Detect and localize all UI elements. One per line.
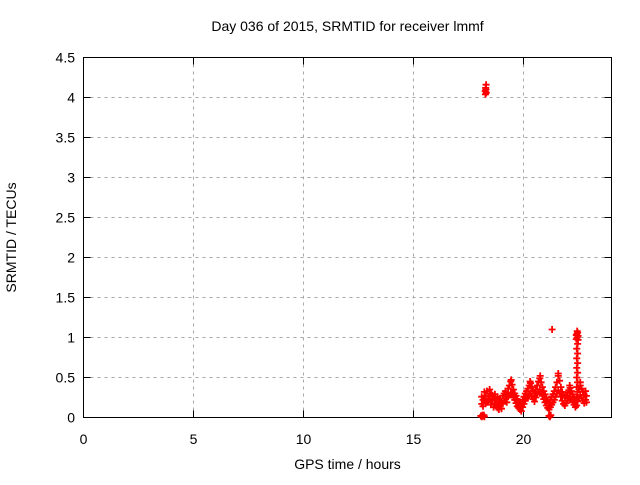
x-tick-label: 5	[190, 431, 198, 447]
y-axis-label: SRMTID / TECUs	[3, 182, 19, 292]
plot-border	[83, 57, 612, 418]
data-point	[572, 331, 580, 339]
data-point	[517, 407, 525, 415]
x-axis-label: GPS time / hours	[294, 456, 401, 472]
x-tick-label: 15	[406, 431, 422, 447]
y-tick-label: 0	[67, 410, 75, 426]
tick-label-layer: 0 5 10 15 20 0 0.5 1 1.5 2 2.5 3 3.5 4 4.5	[56, 50, 532, 448]
y-tick-label: 0.5	[56, 370, 76, 386]
grid-layer	[83, 57, 612, 418]
data-point	[508, 381, 516, 389]
chart-title: Day 036 of 2015, SRMTID for receiver lmm…	[211, 18, 483, 34]
data-point	[527, 379, 535, 387]
y-tick-label: 1	[67, 330, 75, 346]
data-point	[557, 383, 565, 391]
data-point	[528, 383, 536, 391]
data-point	[537, 378, 545, 386]
data-point	[582, 398, 590, 406]
data-point	[531, 398, 538, 405]
data-point	[533, 382, 541, 389]
data-point	[509, 386, 517, 393]
data-point	[546, 412, 554, 420]
y-tick-label: 3	[67, 170, 75, 186]
y-tick-label: 3.5	[56, 130, 76, 146]
data-point	[486, 386, 494, 393]
data-point	[538, 383, 546, 391]
y-tick-label: 2	[67, 250, 75, 266]
data-point	[498, 405, 505, 413]
data-point	[574, 336, 582, 344]
x-tick-label: 20	[516, 431, 532, 447]
data-point	[556, 377, 564, 385]
data-point	[482, 89, 490, 97]
y-tick-label: 2.5	[56, 210, 76, 226]
x-tick-label: 10	[296, 431, 312, 447]
data-point	[582, 392, 590, 400]
data-point	[536, 374, 544, 382]
data-point	[480, 411, 488, 419]
tick-layer	[83, 57, 612, 418]
y-tick-label: 4.5	[56, 50, 76, 66]
data-point	[503, 398, 511, 406]
data-point	[571, 403, 579, 411]
data-point	[571, 397, 579, 405]
data-point	[479, 402, 487, 410]
x-tick-label: 0	[80, 431, 88, 447]
y-tick-label: 4	[67, 90, 75, 106]
data-points-layer	[477, 81, 590, 421]
y-tick-label: 1.5	[56, 290, 76, 306]
data-point	[554, 372, 562, 380]
data-point	[548, 326, 556, 333]
